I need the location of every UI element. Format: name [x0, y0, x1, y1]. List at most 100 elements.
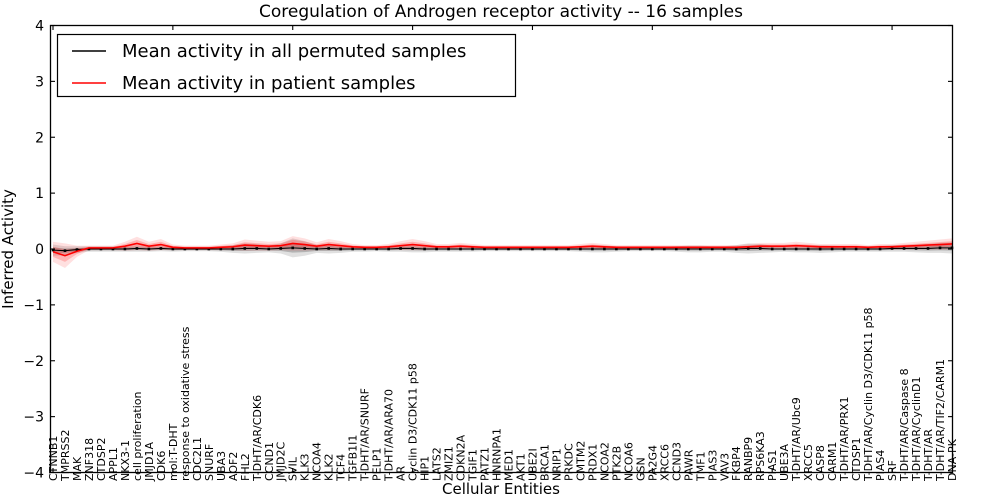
x-tick-label: CTDSP2	[95, 438, 108, 481]
permuted-mean-marker	[830, 247, 834, 251]
permuted-mean-marker	[459, 247, 462, 251]
x-tick-label: PRDX1	[586, 444, 599, 481]
permuted-mean-marker	[471, 247, 474, 251]
x-tick-label: ZNF318	[83, 438, 96, 481]
x-tick-label: ZMIZ1	[443, 446, 456, 481]
x-tick-label: T-DHT/AR/PRX1	[838, 396, 851, 482]
permuted-mean-marker	[890, 247, 894, 250]
x-tick-label: PAWR	[682, 449, 695, 481]
x-tick-label: T-DHT/AR/CDK6	[251, 395, 264, 482]
x-tick-label: FKBP4	[730, 446, 743, 481]
permuted-mean-marker	[243, 247, 247, 250]
x-tick-label: CCND3	[670, 442, 683, 481]
x-tick-label: APPL1	[107, 447, 120, 481]
x-tick-label: NCOA6	[622, 442, 635, 481]
x-tick-label: cell proliferation	[131, 391, 144, 481]
x-tick-label: KLK2	[323, 453, 336, 481]
permuted-mean-marker	[555, 247, 558, 251]
permuted-mean-marker	[291, 246, 295, 250]
permuted-mean-marker	[279, 247, 283, 250]
legend-label-permuted: Mean activity in all permuted samples	[122, 41, 466, 62]
permuted-mean-marker	[794, 247, 798, 251]
x-tick-label: LATS2	[431, 447, 444, 481]
permuted-mean-marker	[758, 247, 762, 250]
x-tick-label: PIAS3	[706, 450, 719, 481]
permuted-mean-marker	[303, 247, 307, 250]
x-tick-label: MAK	[71, 456, 84, 481]
permuted-mean-marker	[195, 247, 199, 251]
permuted-mean-marker	[51, 248, 55, 252]
permuted-mean-marker	[135, 247, 139, 250]
patient-outer-band	[53, 236, 952, 268]
x-tick-label: PATZ1	[479, 447, 492, 481]
permuted-mean-marker	[75, 248, 79, 251]
x-tick-label: T-DHT/AR/ARA70	[383, 389, 396, 482]
permuted-mean-marker	[231, 247, 235, 251]
x-tick-label: RPS6KA3	[754, 431, 767, 481]
patient-mean-line	[52, 242, 953, 257]
permuted-mean-marker	[207, 247, 211, 251]
x-tick-label: T-DHT/AR	[922, 429, 935, 482]
permuted-mean-marker	[399, 247, 402, 250]
permuted-mean-marker	[351, 247, 354, 251]
x-tick-label: response to oxidative stress	[179, 326, 192, 481]
x-tick-label: PIAS4	[874, 450, 887, 481]
y-tick-label: 0	[35, 242, 44, 258]
permuted-mean-marker	[591, 247, 594, 251]
x-tick-label: TMPRSS2	[59, 430, 72, 482]
x-tick-label: JMJD2C	[275, 442, 288, 482]
x-tick-label: MED1	[502, 449, 515, 481]
x-tick-label: T-DHT/AR/Ubc9	[790, 397, 803, 482]
x-tick-label: PRKDC	[562, 443, 575, 481]
x-tick-label: XRCC6	[658, 444, 671, 481]
x-axis-label: Cellular Entities	[442, 480, 560, 498]
permuted-mean-marker	[627, 247, 630, 251]
permuted-mean-marker	[531, 247, 534, 251]
x-tick-label: CASP8	[814, 445, 827, 481]
y-tick-labels: 4 3 2 1 0 −1 −2 −3 −4	[23, 19, 44, 482]
permuted-mean-marker	[603, 247, 606, 251]
permuted-mean-marker	[675, 247, 678, 251]
x-tick-label: HIP1	[419, 456, 432, 481]
x-tick-label: AR	[395, 465, 408, 481]
permuted-mean-marker	[567, 247, 570, 251]
permuted-mean-marker	[447, 247, 450, 251]
permuted-mean-marker	[315, 247, 319, 251]
permuted-mean-marker	[639, 247, 642, 251]
permuted-mean-marker	[255, 247, 259, 250]
x-tick-label: CDC2L1	[191, 437, 204, 481]
x-tick-label: VAV3	[718, 453, 731, 481]
x-tick-label: T-DHT/AR/Caspase 8	[898, 368, 911, 482]
x-tick-label: HNRNPA1	[491, 428, 504, 481]
x-tick-labels: CTNNB1TMPRSS2MAKZNF318CTDSP2APPL1NKX3-1c…	[47, 307, 959, 482]
x-tick-label: PTK2B	[610, 446, 623, 481]
std-bands	[53, 236, 952, 268]
x-tick-label: CARM1	[826, 442, 839, 481]
y-tick-label: −4	[23, 466, 44, 482]
x-tick-label: TGIF1	[467, 449, 480, 482]
x-tick-label: PIAS1	[766, 450, 779, 481]
x-tick-label: TGFB1I1	[347, 435, 360, 482]
x-tick-label: CDKN2A	[455, 434, 468, 481]
permuted-mean-marker	[914, 247, 918, 250]
x-tick-label: RANBP9	[742, 437, 755, 481]
x-tick-label: NCOA4	[311, 442, 324, 481]
y-tick-label: 4	[35, 19, 44, 35]
permuted-mean-marker	[866, 247, 870, 251]
x-tick-label: KLK3	[299, 453, 312, 481]
permuted-mean-marker	[483, 247, 486, 251]
y-tick-label: −2	[23, 354, 44, 370]
x-tick-label: CDK6	[155, 451, 168, 481]
permuted-mean-marker	[339, 247, 342, 251]
permuted-mean-marker	[579, 247, 582, 251]
x-tick-label: T-DHT/AR/SNURF	[359, 388, 372, 482]
permuted-mean-marker	[87, 247, 91, 251]
permuted-mean-marker	[734, 247, 738, 251]
mean-lines	[51, 242, 954, 257]
permuted-mean-marker	[842, 247, 846, 251]
x-tick-label: PELP1	[371, 448, 384, 481]
x-tick-label: T-DHT/AR/CyclinD1	[910, 376, 923, 482]
permuted-mean-marker	[159, 247, 163, 250]
